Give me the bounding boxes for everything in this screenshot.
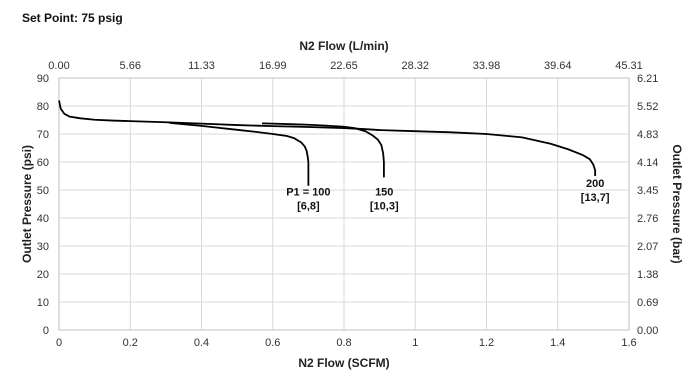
y-tick-label: 60 [37, 157, 49, 169]
y2-tick-label: 4.14 [637, 157, 658, 169]
annotation-line: [10,3] [370, 201, 399, 213]
series-line [169, 121, 310, 186]
x2-tick-label: 16.99 [259, 60, 287, 72]
y2-tick-label: 2.07 [637, 241, 658, 253]
y2-tick-label: 0.00 [637, 325, 658, 337]
annotation-line: P1 = 100 [286, 187, 330, 199]
y-tick-label: 70 [37, 129, 49, 141]
plot-area-border [58, 77, 630, 331]
x-tick-label: 0 [56, 337, 62, 349]
y-tick-label: 40 [37, 213, 49, 225]
annotation-line: 200 [586, 178, 604, 190]
curve-annotation: 150 [10,3] [370, 187, 399, 213]
x2-tick-label: 28.32 [401, 60, 429, 72]
series-layer [58, 100, 597, 186]
y-tick-label: 20 [37, 269, 49, 281]
x2-tick-label: 33.98 [473, 60, 501, 72]
y-tick-label: 90 [37, 73, 49, 85]
annotation-line: [6,8] [297, 201, 320, 213]
x2-tick-label: 0.00 [48, 60, 69, 72]
annotation-line: [13,7] [581, 192, 610, 204]
x-tick-label: 0.4 [194, 337, 209, 349]
left-axis-title: Outlet Pressure (psi) [20, 145, 34, 263]
bottom-axis-title: N2 Flow (SCFM) [298, 356, 389, 370]
y2-tick-label: 4.83 [637, 129, 658, 141]
y2-tick-label: 3.45 [637, 185, 658, 197]
y2-tick-label: 5.52 [637, 101, 658, 113]
x-tick-label: 1 [412, 337, 418, 349]
y2-tick-label: 1.38 [637, 269, 658, 281]
x-tick-label: 0.2 [123, 337, 138, 349]
y-tick-label: 50 [37, 185, 49, 197]
y2-tick-label: 6.21 [637, 73, 658, 85]
y-tick-label: 80 [37, 101, 49, 113]
grid-layer [58, 77, 630, 331]
curve-annotation: 200 [13,7] [581, 178, 610, 204]
x-tick-label: 1.4 [550, 337, 565, 349]
y2-tick-label: 0.69 [637, 297, 658, 309]
x2-tick-label: 5.66 [120, 60, 141, 72]
x2-tick-label: 22.65 [330, 60, 358, 72]
y-tick-label: 30 [37, 241, 49, 253]
y-tick-label: 0 [43, 325, 49, 337]
x-tick-label: 1.6 [621, 337, 636, 349]
series-line [58, 100, 597, 176]
series-line [262, 122, 385, 178]
top-axis-title: N2 Flow (L/min) [299, 39, 388, 53]
y2-tick-label: 2.76 [637, 213, 658, 225]
axis-layer: 0 0.00 0.2 5.66 0.4 11.33 0.6 16.99 0.8 22.65 1 28.… [37, 60, 659, 349]
annotation-layer: P1 = 100 [6,8] 150 [10,3] 200 [13,7] [286, 178, 610, 212]
x2-tick-label: 11.33 [188, 60, 215, 72]
x-tick-label: 1.2 [479, 337, 494, 349]
right-axis-title: Outlet Pressure (bar) [670, 144, 682, 263]
x2-tick-label: 39.64 [544, 60, 572, 72]
curve-annotation: P1 = 100 [6,8] [286, 187, 330, 213]
x2-tick-label: 45.31 [615, 60, 643, 72]
annotation-line: 150 [375, 187, 393, 199]
y-tick-label: 10 [37, 297, 49, 309]
chart-title: Set Point: 75 psig [22, 11, 123, 25]
x-tick-label: 0.8 [336, 337, 351, 349]
x-tick-label: 0.6 [265, 337, 280, 349]
